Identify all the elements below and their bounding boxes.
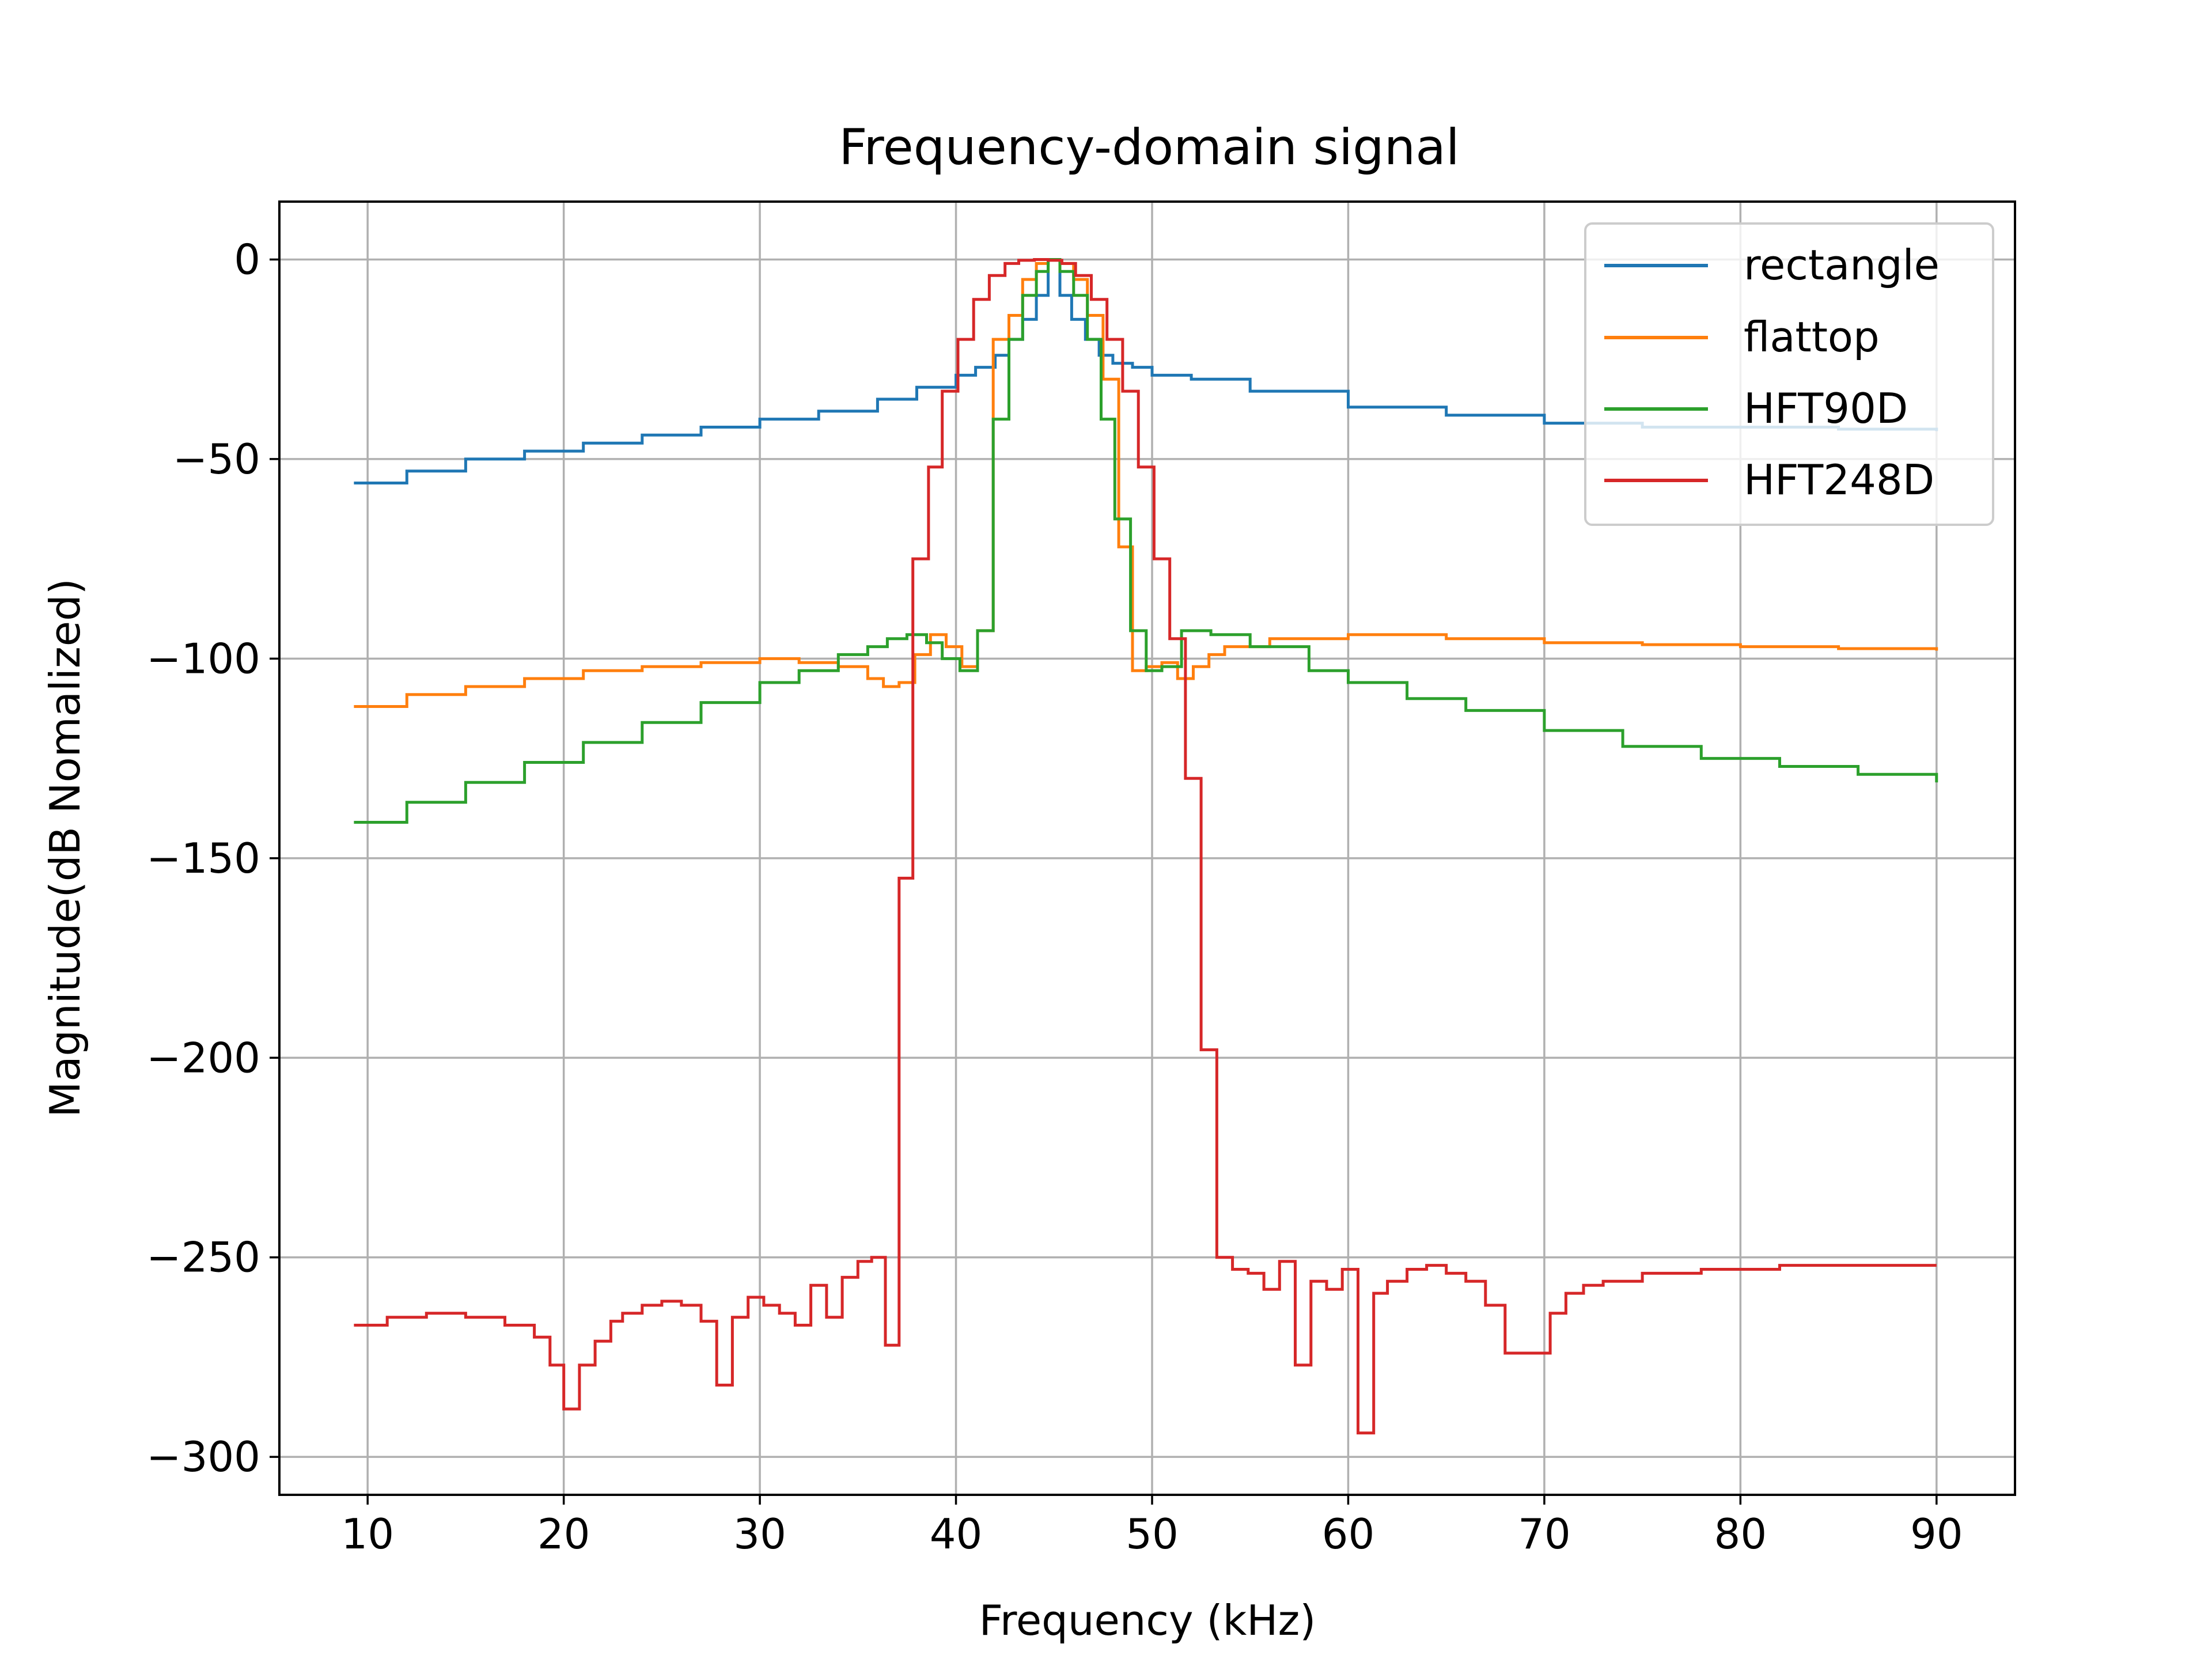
y-axis-ticks: 0 −50 −100 −150 −200 −250 −300 [146,235,279,1481]
y-tick-label: −50 [173,435,260,483]
series-line-flattop [354,258,1938,708]
y-tick-label: −300 [146,1433,260,1481]
legend-entry-hft248d: HFT248D [1604,456,1934,504]
legend-entry-rectangle: rectangle [1604,241,1940,289]
chart-title: Frequency-domain signal [839,119,1460,176]
legend-label-rectangle: rectangle [1744,241,1940,289]
x-tick-label: 40 [930,1510,983,1558]
legend: rectangle flattop HFT90D HFT248D [1584,222,1994,526]
legend-entry-hft90d: HFT90D [1604,384,1908,433]
x-tick-label: 30 [733,1510,786,1558]
x-tick-label: 90 [1910,1510,1963,1558]
legend-label-flattop: flattop [1744,313,1880,361]
y-tick-label: −100 [146,634,260,683]
y-axis-label: Magnitude(dB Nomalized) [41,578,89,1118]
x-tick-label: 60 [1322,1510,1375,1558]
x-tick-label: 20 [537,1510,590,1558]
x-tick-label: 70 [1518,1510,1571,1558]
legend-box [1584,222,1994,526]
y-tick-label: 0 [234,235,260,283]
plot-frame [278,200,2016,1496]
x-tick-label: 50 [1126,1510,1179,1558]
y-tick-label: −150 [146,834,260,882]
legend-label-hft90d: HFT90D [1744,384,1908,433]
x-tick-label: 10 [341,1510,394,1558]
y-tick-label: −250 [146,1233,260,1282]
series-layer [354,258,1938,1435]
legend-label-hft248d: HFT248D [1744,456,1934,504]
x-axis-ticks: 10 20 30 40 50 60 70 80 90 [341,1495,1963,1558]
x-axis-label: Frequency (kHz) [979,1596,1316,1645]
series-line-rectangle [354,258,1938,484]
series-line-hft248d [354,258,1937,1435]
legend-entry-flattop: flattop [1604,313,1880,361]
y-tick-label: −200 [146,1033,260,1082]
x-tick-label: 80 [1714,1510,1767,1558]
